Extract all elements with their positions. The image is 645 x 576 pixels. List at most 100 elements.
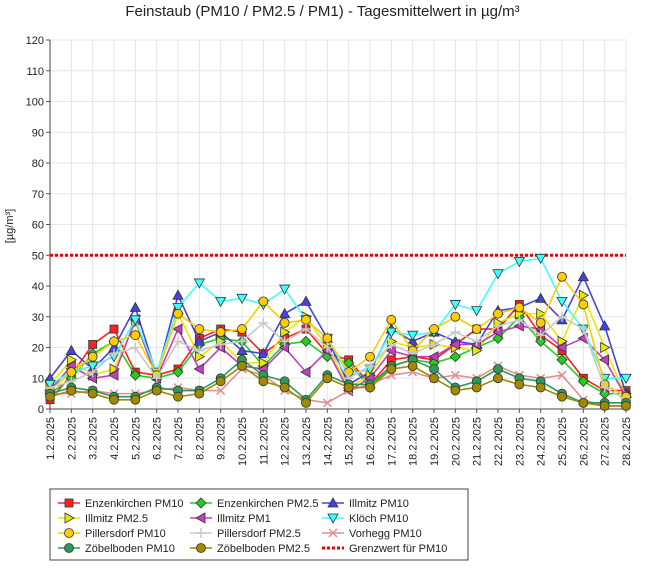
data-point	[279, 336, 290, 347]
data-point	[556, 341, 567, 354]
data-point	[279, 382, 290, 393]
legend-label: Illmitz PM1	[217, 513, 271, 525]
data-point	[365, 382, 375, 393]
data-point	[278, 284, 291, 295]
x-tick-label: 8.2.2025	[194, 417, 206, 460]
data-point	[406, 330, 419, 342]
y-tick-label: 50	[32, 250, 44, 262]
data-point	[514, 314, 525, 325]
legend-item: Pillersdorf PM10	[58, 528, 166, 540]
data-point	[429, 324, 439, 334]
data-point	[450, 385, 461, 396]
data-point	[87, 351, 98, 362]
y-tick-label: 120	[26, 35, 44, 47]
y-tick-label: 30	[32, 312, 44, 324]
data-point	[322, 333, 333, 344]
data-point	[472, 344, 483, 357]
data-point	[173, 308, 183, 319]
legend-marker	[196, 543, 206, 553]
data-point	[193, 363, 204, 375]
legend-item: Illmitz PM2.5	[58, 512, 148, 525]
data-point	[450, 370, 460, 380]
data-point	[471, 324, 482, 334]
x-tick-label: 20.2.2025	[450, 417, 462, 466]
data-point	[236, 344, 248, 355]
data-point	[556, 354, 568, 366]
data-point	[620, 373, 632, 385]
data-point	[129, 315, 142, 326]
data-point	[535, 317, 546, 328]
x-tick-label: 17.2.2025	[386, 417, 398, 466]
x-tick-label: 13.2.2025	[301, 417, 313, 466]
data-point	[237, 324, 247, 334]
y-tick-label: 70	[32, 189, 44, 201]
data-point	[449, 351, 461, 363]
data-point	[109, 336, 119, 347]
x-tick-label: 6.2.2025	[152, 417, 164, 460]
data-point	[215, 376, 226, 387]
data-point	[66, 385, 77, 396]
data-point	[578, 324, 589, 335]
data-point	[556, 296, 568, 308]
series-line	[49, 315, 627, 401]
chart-title: Feinstaub (PM10 / PM2.5 / PM1) - Tagesmi…	[125, 3, 520, 20]
legend-marker	[195, 512, 206, 524]
data-point	[172, 303, 184, 314]
data-point	[300, 366, 311, 378]
data-point	[216, 386, 226, 396]
series	[44, 253, 632, 411]
data-point	[215, 339, 226, 350]
data-point	[577, 270, 590, 282]
data-point	[557, 335, 568, 348]
x-tick-label: 2.2.2025	[66, 417, 78, 460]
y-tick-label: 0	[38, 404, 44, 416]
legend-item: Zöbelboden PM10	[58, 543, 175, 555]
data-point	[130, 330, 141, 341]
data-point	[535, 330, 546, 341]
legend-label: Enzenkirchen PM10	[85, 498, 183, 510]
legend-marker	[327, 513, 339, 524]
data-point	[492, 269, 504, 280]
data-point	[214, 296, 227, 308]
x-tick-label: 21.2.2025	[472, 417, 484, 466]
data-point	[172, 323, 183, 335]
data-point	[258, 376, 269, 387]
data-point	[578, 289, 590, 301]
data-point	[493, 373, 503, 384]
data-point	[109, 348, 119, 359]
x-tick-label: 7.2.2025	[173, 417, 185, 460]
y-tick-label: 80	[32, 158, 44, 170]
data-point	[599, 382, 610, 393]
x-tick-label: 1.2.2025	[45, 417, 57, 460]
series-10	[45, 361, 631, 411]
data-point	[600, 341, 611, 354]
x-tick-label: 28.2.2025	[621, 417, 633, 466]
data-point	[258, 317, 269, 328]
data-point	[193, 335, 206, 346]
data-point	[215, 327, 226, 338]
legend-label: Vorhegg PM10	[349, 528, 422, 540]
legend-label: Klöch PM10	[349, 513, 408, 525]
legend-marker	[64, 512, 75, 524]
data-point	[386, 339, 397, 350]
y-tick-label: 100	[26, 97, 44, 109]
data-point	[194, 345, 205, 356]
legend-marker	[64, 498, 74, 508]
data-point	[66, 354, 78, 366]
data-point	[172, 366, 184, 378]
legend-label: Pillersdorf PM10	[85, 528, 166, 540]
data-point	[301, 324, 311, 335]
data-point	[365, 351, 375, 362]
legend-item: Pillersdorf PM2.5	[190, 528, 301, 540]
legend-item: Illmitz PM1	[190, 512, 271, 525]
data-point	[301, 314, 311, 325]
y-axis-label: [µg/m³]	[4, 209, 16, 243]
x-tick-label: 19.2.2025	[429, 417, 441, 466]
data-point	[534, 292, 547, 303]
y-tick-label: 110	[26, 66, 44, 78]
data-point	[322, 398, 332, 408]
data-point	[322, 342, 333, 353]
data-point	[557, 271, 567, 282]
x-tick-label: 12.2.2025	[280, 417, 292, 466]
data-point	[598, 320, 611, 331]
